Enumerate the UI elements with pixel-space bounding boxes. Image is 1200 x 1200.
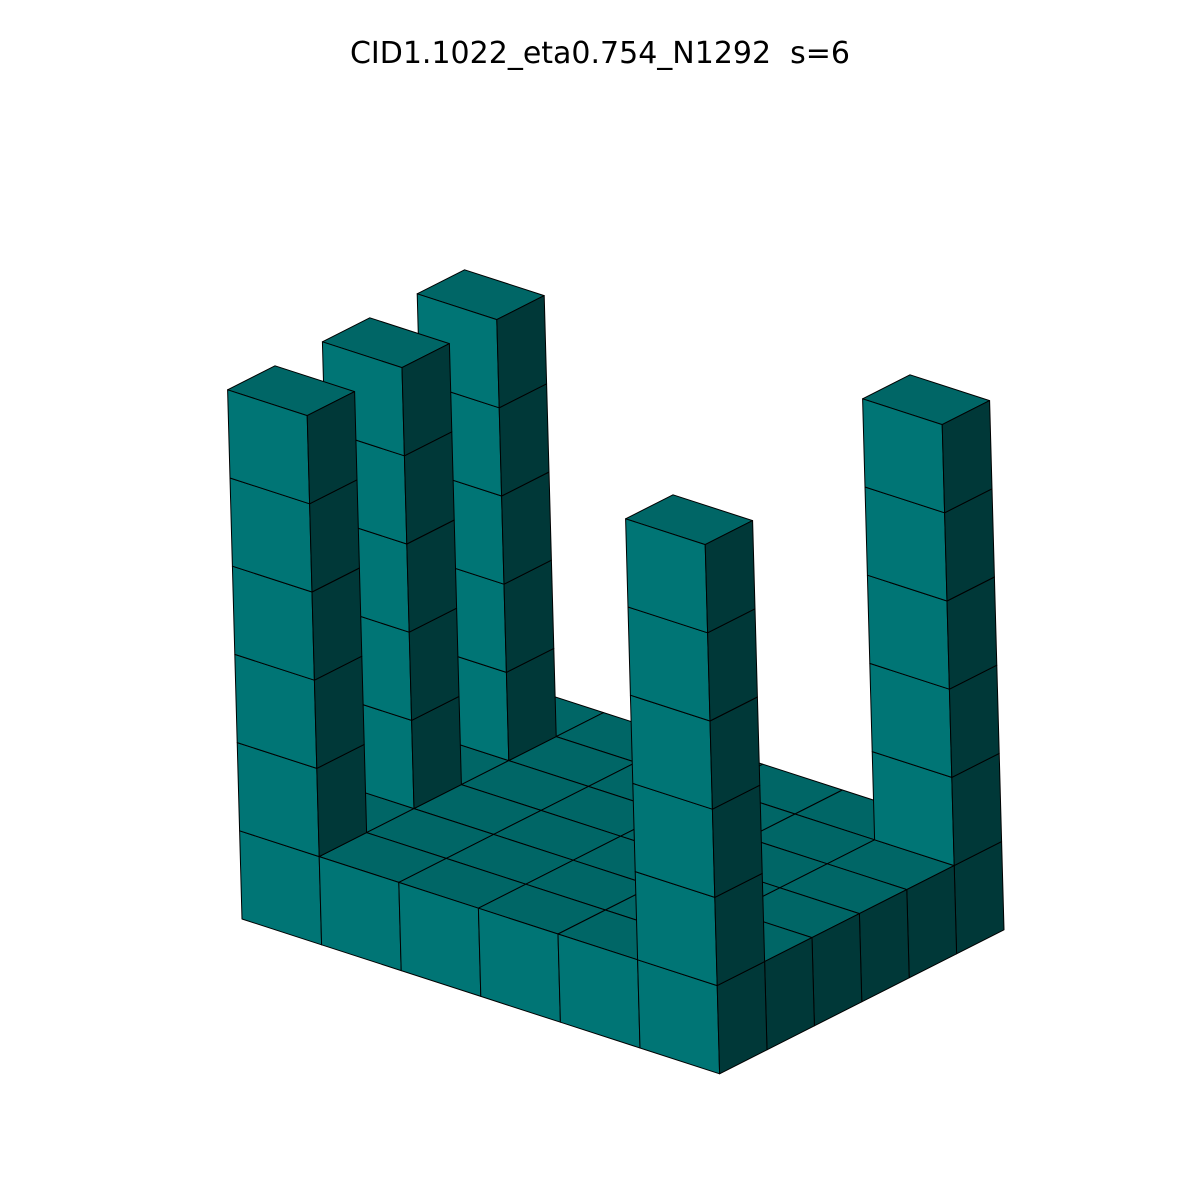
voxel-side-face [496,295,548,409]
voxel-side-face [306,391,358,505]
voxel-side-face [704,520,756,634]
figure-title: CID1.1022_eta0.754_N1292 s=6 [349,36,851,71]
voxel-side-face [401,343,453,457]
voxel-side-face [941,400,993,514]
